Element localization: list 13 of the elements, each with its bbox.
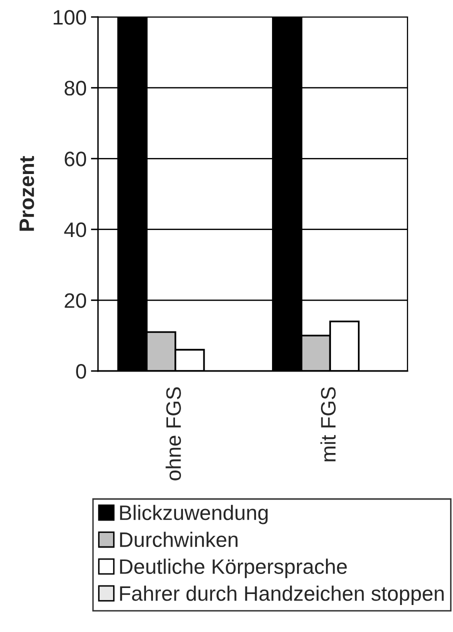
y-tick-label: 100: [54, 10, 86, 25]
y-tick-label: 20: [64, 293, 86, 308]
legend-label: Durchwinken: [120, 532, 238, 548]
y-tick-label: 0: [76, 364, 86, 379]
y-tick-label: 60: [64, 152, 86, 166]
x-tick-label: ohne FGS: [166, 387, 181, 480]
legend-label: Fahrer durch Handzeichen stoppen: [120, 586, 444, 606]
y-axis-title: Prozent: [20, 156, 34, 231]
legend-label: Blickzuwendung: [120, 504, 268, 524]
y-tick-label: 40: [64, 222, 86, 238]
x-tick-label: mit FGS: [320, 387, 336, 462]
legend-label: Deutliche Körpersprache: [120, 558, 347, 578]
y-tick-label: 80: [64, 80, 86, 96]
